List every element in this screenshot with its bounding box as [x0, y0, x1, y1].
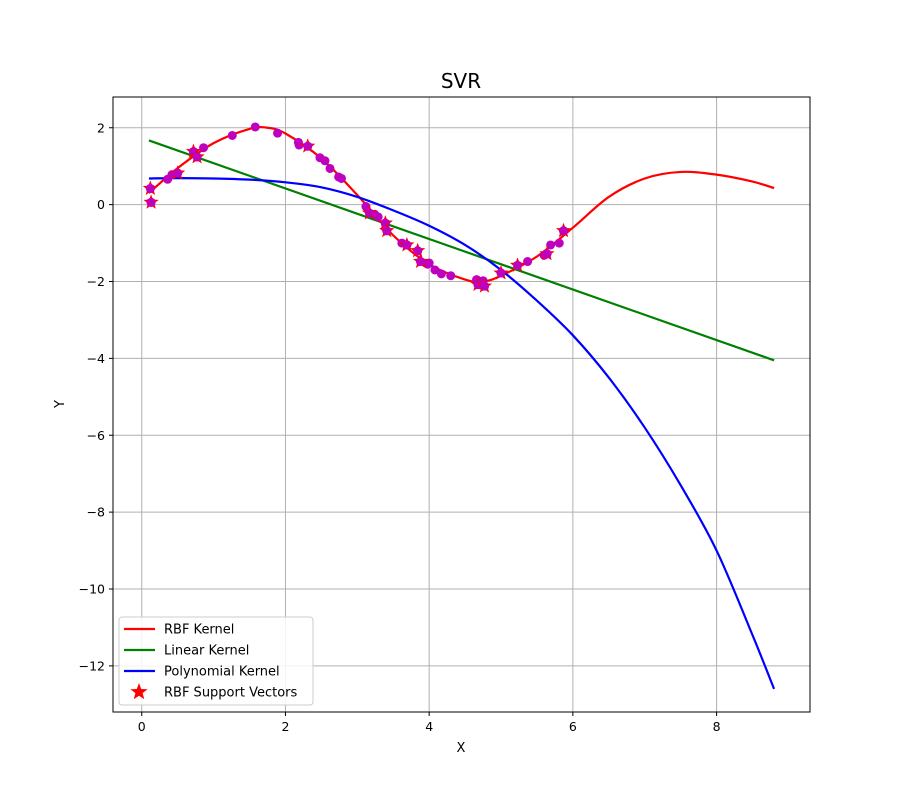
support-vector-point [192, 152, 202, 162]
plot-area [142, 122, 776, 690]
data-point [424, 258, 434, 268]
support-vector-point [496, 268, 506, 278]
legend-label-rbf-kernel: RBF Kernel [164, 623, 234, 638]
data-point [325, 163, 335, 173]
grid [113, 97, 810, 712]
chart-title: SVR [441, 69, 481, 93]
legend: RBF Kernel Linear Kernel Polynomial Kernel… [118, 616, 314, 706]
support-vector-point [380, 218, 390, 228]
y-tick-label: −4 [87, 351, 105, 366]
legend-label-linear-kernel: Linear Kernel [164, 644, 249, 659]
data-point [523, 257, 533, 267]
y-tick-label: 0 [97, 197, 105, 212]
support-vector-point [413, 246, 423, 256]
data-point [273, 128, 283, 138]
linear-kernel-line [148, 139, 775, 362]
support-vector-point [416, 257, 426, 267]
x-tick-label: 2 [281, 719, 289, 734]
x-tick-label: 6 [569, 719, 577, 734]
x-tick-label: 8 [713, 719, 721, 734]
support-vector-point [402, 240, 412, 250]
y-tick-label: 2 [97, 120, 105, 135]
y-tick-label: −8 [87, 505, 105, 520]
support-vector-point [479, 281, 489, 291]
support-vector-point [146, 197, 156, 207]
legend-label-rbf-support-vectors: RBF Support Vectors [164, 686, 298, 701]
support-vector-point [382, 226, 392, 236]
support-vector-point [513, 260, 523, 270]
data-point [227, 130, 237, 140]
support-vector-point [559, 226, 569, 236]
y-tick-label: −6 [87, 428, 105, 443]
data-point [430, 265, 440, 275]
data-point [546, 240, 556, 250]
data-point [320, 156, 330, 166]
support-vector-point [303, 141, 313, 151]
data-point [373, 212, 383, 222]
x-tick-label: 4 [425, 719, 433, 734]
data-point [294, 140, 304, 150]
data-point [436, 269, 446, 279]
x-tick-label: 0 [138, 719, 146, 734]
polynomial-kernel-line [148, 177, 776, 690]
x-axis-label: X [457, 741, 466, 756]
data-point [250, 122, 260, 132]
data-point [199, 143, 209, 153]
y-tick-label: −12 [79, 658, 105, 673]
data-point [446, 271, 456, 281]
y-tick-label: −2 [87, 274, 105, 289]
support-vector-point [173, 168, 183, 178]
y-tick-label: −10 [79, 582, 105, 597]
axes-frame [112, 96, 811, 713]
support-vector-point [542, 249, 552, 259]
support-vector-point [365, 208, 375, 218]
y-axis-label: Y [53, 400, 68, 409]
support-vector-point [145, 183, 155, 193]
axis-ticks: 0 2 4 6 8 2 0 −2 −4 −6 −8 −10 −12 [79, 120, 721, 734]
legend-box [118, 616, 314, 706]
legend-swatch-rbf-support-vectors [130, 683, 148, 700]
data-point [337, 173, 347, 183]
legend-label-polynomial-kernel: Polynomial Kernel [164, 665, 280, 680]
data-point [554, 238, 564, 248]
